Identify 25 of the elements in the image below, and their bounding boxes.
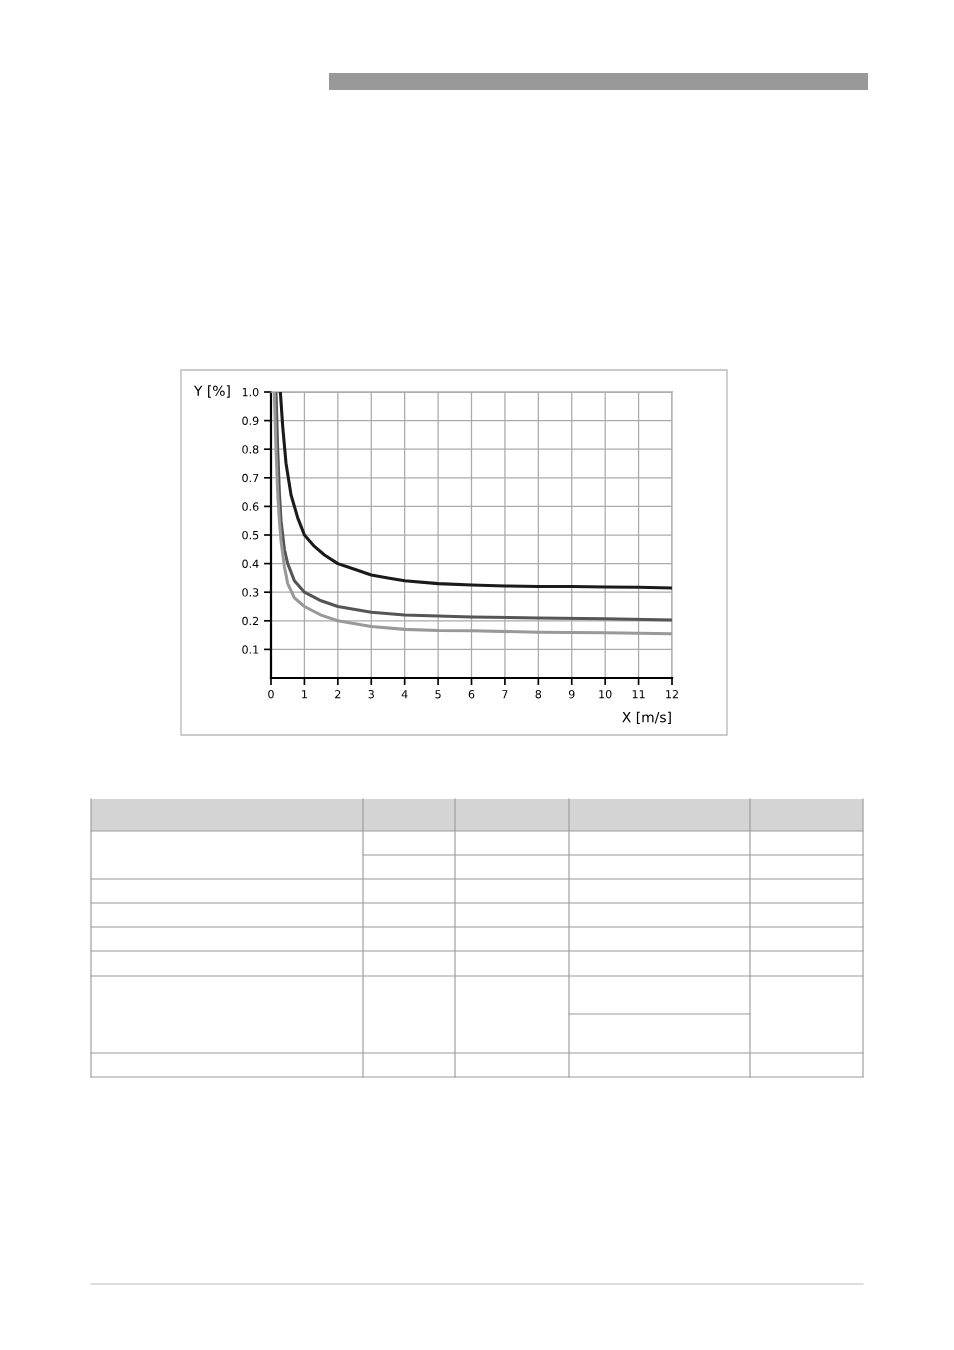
y-tick-label: 0.3: [242, 588, 259, 597]
y-tick-label: 0.5: [242, 530, 259, 540]
y-axis-title: Y [%]: [193, 385, 230, 398]
y-tick-label: 1.0: [242, 387, 259, 397]
y-tick-label: 0.1: [242, 645, 259, 654]
x-tick-label: 3: [368, 690, 374, 699]
x-tick-label: 1: [302, 690, 307, 699]
y-tick-label: 0.2: [242, 616, 259, 626]
x-axis-title: X [m/s]: [622, 711, 671, 725]
x-tick-label: 5: [435, 690, 441, 699]
x-tick-label: 11: [632, 690, 645, 699]
x-tick-label: 6: [468, 690, 475, 699]
x-tick-label: 10: [599, 690, 612, 699]
x-tick-label: 4: [401, 690, 408, 699]
y-tick-label: 0.7: [242, 473, 259, 483]
y-tick-label: 0.8: [242, 445, 259, 454]
x-tick-label: 12: [666, 690, 678, 699]
x-tick-label: 9: [568, 690, 575, 699]
x-tick-label: 8: [535, 690, 542, 699]
x-tick-label: 2: [335, 690, 341, 699]
y-tick-label: 0.9: [242, 416, 259, 425]
x-tick-label: 0: [268, 690, 274, 699]
y-tick-label: 0.6: [242, 502, 259, 511]
x-tick-label: 7: [502, 690, 508, 699]
y-tick-label: 0.4: [242, 559, 259, 568]
